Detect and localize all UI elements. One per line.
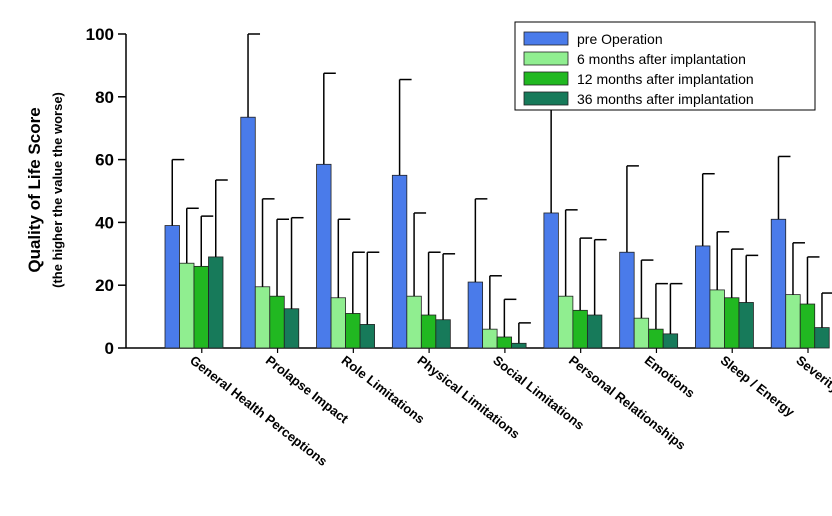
bar xyxy=(359,324,375,349)
bar xyxy=(420,314,437,349)
bar xyxy=(345,313,361,349)
bar xyxy=(391,174,408,349)
bar xyxy=(633,317,650,349)
y-tick-label: 60 xyxy=(95,151,114,170)
bar xyxy=(467,281,484,349)
bar xyxy=(586,314,603,349)
bar xyxy=(254,286,271,349)
x-tick-label: Severity Measures xyxy=(793,353,832,435)
bar xyxy=(770,218,787,349)
legend: pre Operation 6 months after implantation… xyxy=(514,21,816,111)
bar xyxy=(240,116,256,349)
x-tick-label: Sleep / Energy xyxy=(718,353,798,420)
y-axis-title: Quality of Life Score xyxy=(25,107,44,272)
y-tick-label: 0 xyxy=(105,339,114,358)
bar xyxy=(179,262,195,349)
bar xyxy=(193,265,209,349)
x-tick-label: General Health Perceptions xyxy=(187,353,330,469)
legend-label: pre Operation xyxy=(577,31,663,47)
bar xyxy=(709,289,725,349)
bar xyxy=(316,163,332,349)
bar xyxy=(283,308,300,349)
bar xyxy=(543,212,559,349)
bars-layer xyxy=(164,116,830,349)
bar xyxy=(814,327,830,349)
y-axis-subtitle-group: (the higher the value the worse) xyxy=(50,92,65,288)
bar xyxy=(799,303,816,349)
bar xyxy=(695,245,711,349)
y-axis-label: Quality of Life Score xyxy=(25,107,44,272)
bar xyxy=(269,295,285,349)
bar xyxy=(785,294,801,349)
legend-swatch xyxy=(523,71,569,86)
legend-label: 12 months after implantation xyxy=(577,71,754,87)
legend-swatch xyxy=(523,31,569,46)
y-tick-label: 40 xyxy=(95,213,114,232)
bar xyxy=(648,328,664,349)
y-axis-subtitle: (the higher the value the worse) xyxy=(50,92,65,288)
y-tick-label: 20 xyxy=(95,276,114,295)
bar xyxy=(511,342,527,349)
bar xyxy=(164,225,180,349)
bar xyxy=(406,295,422,349)
bar xyxy=(557,295,574,349)
bar xyxy=(496,336,513,349)
x-tick-label: Emotions xyxy=(642,353,698,401)
bar xyxy=(662,333,679,349)
y-tick-label: 80 xyxy=(95,88,114,107)
legend-swatch xyxy=(523,91,569,106)
bar xyxy=(724,297,740,349)
error-bars-layer xyxy=(171,33,832,344)
legend-label: 6 months after implantation xyxy=(577,51,746,67)
bar xyxy=(208,256,224,349)
legend-swatch xyxy=(523,51,569,66)
bar xyxy=(619,251,635,349)
bar xyxy=(738,302,754,349)
axis-layer xyxy=(118,33,809,353)
bar xyxy=(572,309,588,349)
bar xyxy=(482,328,498,349)
bar xyxy=(330,297,346,349)
y-tick-label: 100 xyxy=(86,25,114,44)
legend-label: 36 months after implantation xyxy=(577,91,754,107)
bar xyxy=(435,319,451,349)
